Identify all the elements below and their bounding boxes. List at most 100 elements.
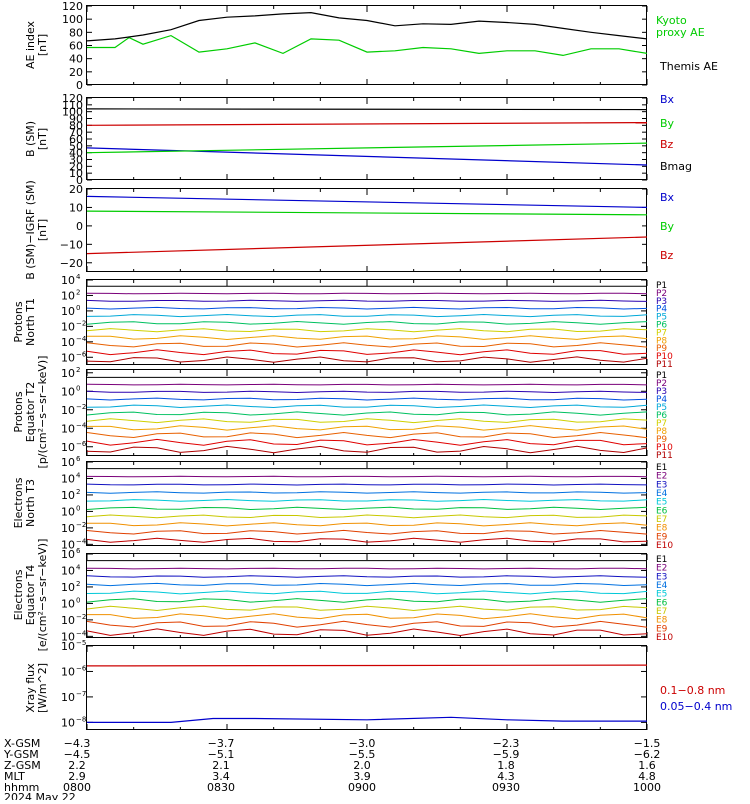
protons-t2-legend-p4: P4 — [656, 395, 667, 405]
panel-ae-frame — [86, 5, 647, 85]
protons-t2-trace-p3 — [86, 390, 648, 394]
y-tick-label: 10 — [61, 522, 75, 535]
protons-t1-legend-p10: P10 — [656, 352, 673, 362]
electrons-t3-legend-e6: E6 — [656, 506, 668, 516]
p4-ylabel-1: Protons — [12, 301, 25, 342]
y-tick-label: 120 — [62, 0, 83, 13]
y-tick-label: 10 — [61, 640, 75, 653]
y-tick-label: 10 — [61, 489, 75, 502]
p1-ylabel-1: AE index — [24, 20, 37, 69]
y-tick-label: 0 — [76, 174, 83, 187]
electrons-t4-legend-e5: E5 — [656, 590, 667, 600]
y-tick-label: 10 — [69, 201, 83, 214]
b-series-bx — [86, 147, 648, 166]
p3-ylabel-1: B (SM)−IGRF (SM) — [24, 180, 37, 280]
y-tick-exponent: 2 — [76, 580, 80, 588]
series-layer — [86, 11, 648, 724]
electrons-t3-legend-e4: E4 — [656, 489, 668, 499]
electrons-t4-trace-e9 — [86, 620, 648, 628]
y-tick-label: 10 — [61, 274, 75, 287]
y-tick-label: 10 — [61, 597, 75, 610]
legend-layer: BxByBzBmagBxByBzP1P2P3P4P5P6P7P8P9P10P11… — [656, 93, 732, 713]
legend-kyoto-2: proxy AE — [656, 26, 705, 39]
y-tick-label: 100 — [62, 106, 83, 119]
y-tick-label: 70 — [69, 126, 83, 139]
y-tick-exponent: −6 — [76, 664, 87, 672]
x-axis-value: 0930 — [492, 781, 520, 794]
legend-xray-short: 0.05−0.4 nm — [660, 700, 732, 713]
y-tick-label: 10 — [61, 665, 75, 678]
y-tick-label: 20 — [69, 66, 83, 79]
p7-ylabel-3: [e/(cm²−s−sr−keV)] — [36, 539, 49, 652]
legend-kyoto-1: Kyoto — [656, 14, 687, 27]
x-axis-value: −4.5 — [64, 748, 91, 761]
legend-b-bmag: Bmag — [660, 160, 692, 173]
electrons-t3-legend-e2: E2 — [656, 472, 667, 482]
protons-t2-legend-p1: P1 — [656, 371, 667, 381]
electrons-t4-trace-e6 — [86, 598, 648, 603]
x-axis-value: 1000 — [633, 781, 661, 794]
y-tick-label: 10 — [61, 538, 75, 551]
electrons-t3-trace-e10 — [86, 537, 648, 543]
y-tick-label: 10 — [61, 336, 75, 349]
y-axis-titles: AE index [nT] B (SM) [nT] B (SM)−IGRF (S… — [12, 20, 49, 713]
y-tick-label: 10 — [61, 581, 75, 594]
y-tick-label: 10 — [61, 404, 75, 417]
protons-t1-trace-p8 — [87, 335, 648, 341]
row-label-mlt: MLT — [4, 770, 25, 783]
y-tick-label: 40 — [69, 147, 83, 160]
y-tick-exponent: −6 — [76, 440, 87, 448]
protons-t2-legend-p8: P8 — [656, 427, 667, 437]
y-tick-exponent: −2 — [76, 403, 86, 411]
protons-t2-legend-p9: P9 — [656, 435, 667, 445]
row-label-zgsm: Z-GSM — [4, 759, 41, 772]
y-tick-label: 10 — [61, 351, 75, 364]
protons-t1-legend-p3: P3 — [656, 297, 667, 307]
electrons-t4-legend-e10: E10 — [656, 633, 673, 643]
x-axis-value: 0900 — [348, 781, 376, 794]
y-tick-label: 100 — [62, 13, 83, 26]
panel-xray-frame — [86, 645, 647, 730]
protons-t1-legend-p6: P6 — [656, 321, 667, 331]
tick-layer: 0204060801001200102030405060708090100110… — [60, 0, 648, 730]
electrons-t3-legend-e9: E9 — [656, 532, 668, 542]
legend-b-bz: Bz — [660, 138, 674, 151]
electrons-t3-legend-e8: E8 — [656, 524, 668, 534]
protons-t2-legend-p3: P3 — [656, 387, 667, 397]
protons-t1-trace-p7 — [86, 328, 648, 333]
p6-ylabel-2: North T3 — [24, 479, 37, 527]
x-axis-value: 3.9 — [353, 770, 371, 783]
electrons-t3-legend-e3: E3 — [656, 480, 667, 490]
x-axis-value: −1.5 — [634, 737, 661, 750]
electrons-t3-trace-e2 — [86, 475, 648, 478]
x-axis-value: −2.3 — [493, 737, 520, 750]
y-tick-exponent: −5 — [76, 639, 86, 647]
y-tick-label: 20 — [69, 183, 83, 196]
electrons-t3-legend-e1: E1 — [656, 463, 667, 473]
x-axis-value: −3.0 — [349, 737, 376, 750]
p2-ylabel-2: [nT] — [36, 128, 49, 150]
electrons-t4-trace-e4 — [86, 582, 648, 587]
y-tick-label: 10 — [61, 441, 75, 454]
y-tick-exponent: −2 — [76, 613, 86, 621]
y-tick-exponent: 0 — [76, 304, 80, 312]
protons-t1-legend-p7: P7 — [656, 328, 667, 338]
y-tick-label: 10 — [61, 305, 75, 318]
y-tick-label: 60 — [69, 40, 83, 53]
x-axis-value: 2.2 — [68, 759, 86, 772]
y-tick-label: 80 — [69, 26, 83, 39]
electrons-t4-legend-e7: E7 — [656, 607, 667, 617]
p8-ylabel-1: Xray flux — [24, 663, 37, 713]
y-tick-exponent: 0 — [76, 384, 80, 392]
x-axis-value: 1.6 — [638, 759, 656, 772]
protons-t1-trace-p10 — [86, 349, 648, 356]
y-tick-label: 10 — [61, 472, 75, 485]
x-axis-value: −6.2 — [634, 748, 661, 761]
electrons-t3-trace-e9 — [86, 529, 648, 535]
p8-ylabel-2: [W/m^2] — [36, 663, 49, 713]
y-tick-exponent: 0 — [76, 504, 80, 512]
protons-t1-trace-p3 — [86, 299, 648, 302]
legends-top: Kyoto proxy AE Themis AE — [656, 14, 718, 73]
p4-ylabel-2: North T1 — [24, 298, 37, 346]
x-axis-value: 0830 — [207, 781, 235, 794]
